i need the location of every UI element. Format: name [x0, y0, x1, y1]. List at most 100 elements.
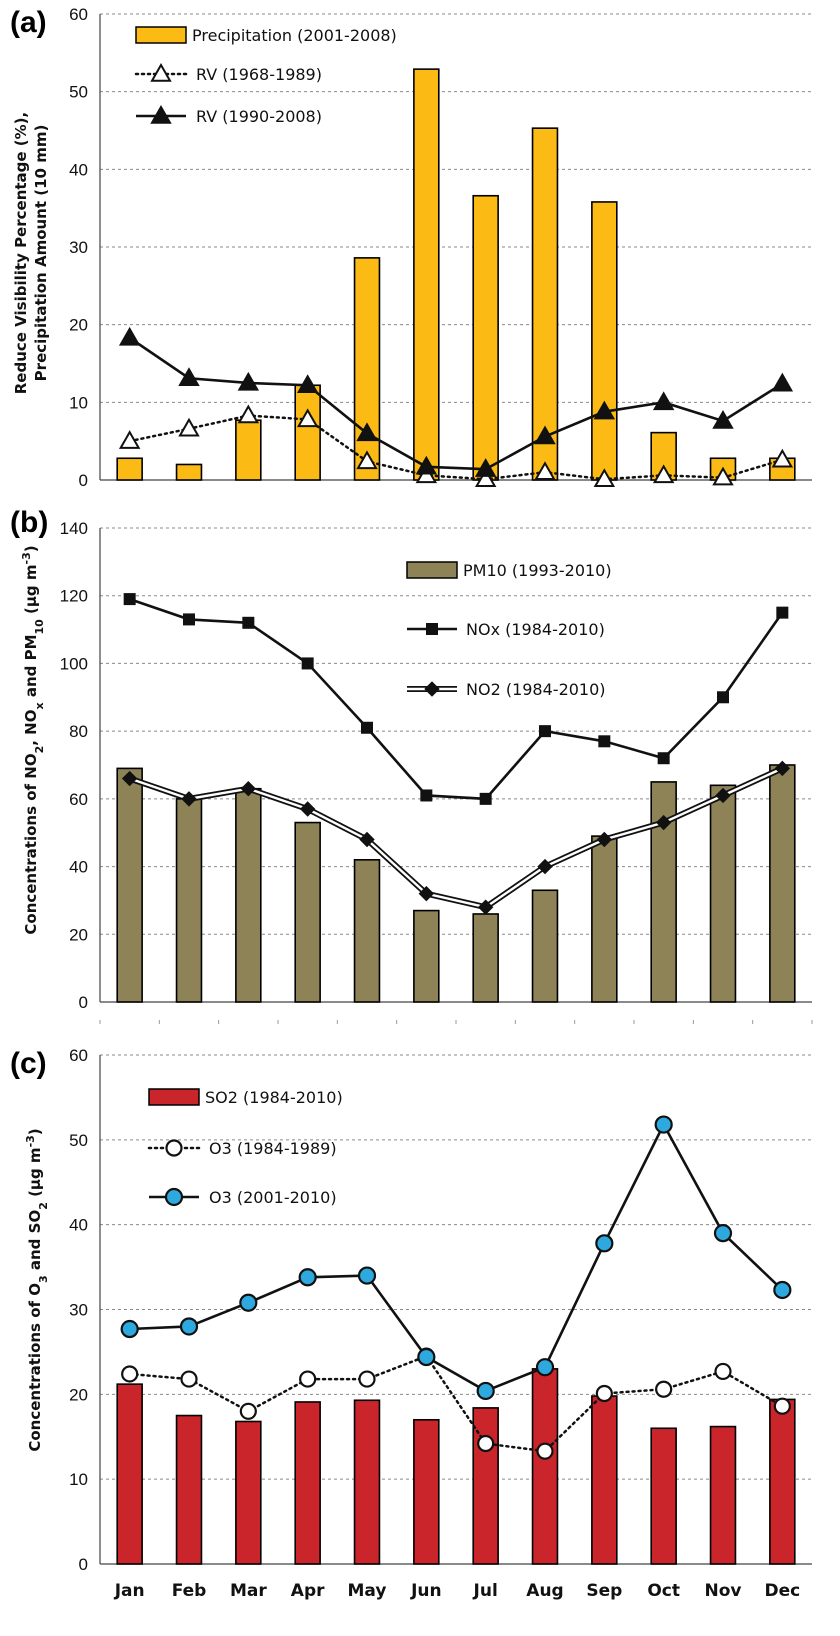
panel-a-legend-marker — [150, 104, 172, 124]
panel-b-point — [657, 752, 670, 765]
panel-c-point — [179, 1317, 199, 1336]
panel-a-point — [534, 461, 556, 480]
panel-c-legend-label: O3 (1984-1989) — [209, 1139, 337, 1158]
panel-c: (c) 0 10 20 30 40 50 60 Jan Feb Mar Apr May Jun Jul A… — [10, 1046, 812, 1601]
panel-b-bar — [769, 764, 796, 1003]
panel-c-bar — [472, 1407, 499, 1565]
panel-a-legend-marker — [150, 62, 172, 82]
x-tick-label: Aug — [526, 1581, 563, 1601]
panel-c-point — [239, 1402, 257, 1420]
panel-a-point — [118, 430, 141, 449]
panel-c-bar — [591, 1395, 618, 1565]
panel-a-point — [178, 367, 200, 387]
panel-c-point — [358, 1370, 376, 1388]
panel-b-series-line-inner — [129, 767, 783, 909]
x-tick-label: Feb — [172, 1581, 207, 1601]
panel-a-point — [771, 448, 794, 468]
panel-a-point — [178, 417, 200, 437]
panel-c-legend-marker — [165, 1139, 183, 1157]
panel-c-point — [773, 1397, 791, 1415]
panel-a-ytick-label: 20 — [69, 316, 88, 335]
panel-b-ytick-label: 100 — [60, 654, 88, 673]
panel-a-point — [356, 422, 378, 442]
panel-a-point — [712, 466, 734, 486]
panel-b-ytick-label: 80 — [69, 722, 88, 741]
panel-a-ytick-label: 60 — [69, 5, 88, 24]
panel-b-ytick-label: 0 — [79, 993, 88, 1012]
panel-c-point — [654, 1115, 673, 1134]
panel-c-ytick-label: 30 — [69, 1301, 88, 1320]
panel-b-point — [537, 858, 553, 875]
panel-a-ylabel-line1: Reduce Visibility Percentage (%), — [12, 112, 30, 395]
panel-b-legend-marker — [426, 623, 438, 635]
panel-a-point — [652, 464, 675, 484]
panel-a-bar — [235, 419, 262, 481]
panel-a-point — [237, 404, 260, 424]
panel-c-point — [239, 1293, 258, 1312]
x-tick-label: Oct — [647, 1581, 680, 1601]
panel-c-point — [417, 1347, 436, 1367]
panel-b-point — [121, 770, 138, 787]
panel-c-label: (c) — [10, 1047, 47, 1080]
panel-b-point — [240, 780, 257, 797]
panel-a-bar — [531, 127, 559, 481]
panel-b-point — [477, 899, 494, 915]
panel-b: (b) 0 20 40 60 80 100 120 140 Concentrations of… — [10, 506, 813, 1024]
panel-a-legend-label: Precipitation (2001-2008) — [192, 26, 397, 45]
panel-a-point — [296, 374, 319, 393]
panel-b-bar — [294, 821, 321, 1003]
panel-b-point — [418, 885, 435, 902]
panel-a-point — [593, 468, 616, 487]
panel-b-legend-marker — [424, 681, 440, 697]
panel-c-legend-swatch — [148, 1088, 200, 1106]
panel-c-point — [595, 1234, 614, 1253]
x-tick-label: May — [348, 1581, 387, 1601]
panel-b-bar — [472, 913, 499, 1003]
panel-c-bar — [413, 1418, 440, 1565]
panel-c-bar — [709, 1425, 737, 1565]
panel-c-point — [121, 1365, 139, 1383]
panel-b-point — [655, 814, 672, 831]
panel-a-point — [118, 326, 141, 346]
x-tick-label: Nov — [705, 1581, 742, 1601]
panel-c-bar — [235, 1420, 262, 1565]
panel-c-point — [299, 1370, 317, 1388]
panel-b-point — [420, 789, 433, 802]
panel-a-point — [652, 391, 675, 411]
panel-b-legend-label: NO2 (1984-2010) — [466, 680, 606, 699]
panel-a-ytick-label: 10 — [69, 393, 88, 412]
x-tick-label: Apr — [291, 1581, 325, 1601]
panel-c-bar — [531, 1368, 559, 1565]
panel-c-point — [357, 1266, 377, 1285]
panel-a-point — [474, 458, 497, 477]
panel-b-point — [183, 613, 195, 626]
panel-a-ytick-label: 0 — [79, 471, 88, 490]
panel-c-bar — [294, 1401, 321, 1565]
x-tick-label: Sep — [586, 1581, 622, 1601]
panel-c-legend-marker — [164, 1187, 184, 1207]
panel-a-legend-swatch — [135, 26, 187, 44]
panel-c-point — [477, 1434, 495, 1453]
panel-a-point — [771, 372, 794, 392]
panel-b-legend-swatch — [406, 561, 458, 579]
panel-b-legend-label: NOx (1984-2010) — [466, 620, 605, 639]
x-tick-label: Jan — [114, 1581, 145, 1601]
panel-b-ytick-label: 20 — [69, 925, 88, 944]
panel-c-ytick-label: 0 — [79, 1555, 88, 1574]
panel-a-point — [296, 408, 319, 428]
panel-c-ytick-label: 10 — [69, 1470, 88, 1489]
panel-b-point — [359, 831, 375, 848]
panel-c-bar — [353, 1399, 381, 1565]
panel-c-ytick-label: 40 — [69, 1216, 88, 1235]
panel-a-point — [712, 409, 734, 429]
panel-c-legend-label: SO2 (1984-2010) — [205, 1088, 343, 1107]
panel-c-ytick-label: 20 — [69, 1385, 88, 1404]
panel-c-point — [713, 1224, 733, 1243]
panel-b-point — [596, 831, 613, 848]
panel-b-bar — [531, 889, 559, 1003]
panel-a-series-line — [128, 336, 784, 471]
panel-c-point — [535, 1358, 555, 1377]
panel-a-legend-label: RV (1990-2008) — [196, 107, 322, 126]
panel-c-ytick-label: 60 — [69, 1046, 88, 1065]
panel-b-ytick-label: 60 — [69, 790, 88, 809]
